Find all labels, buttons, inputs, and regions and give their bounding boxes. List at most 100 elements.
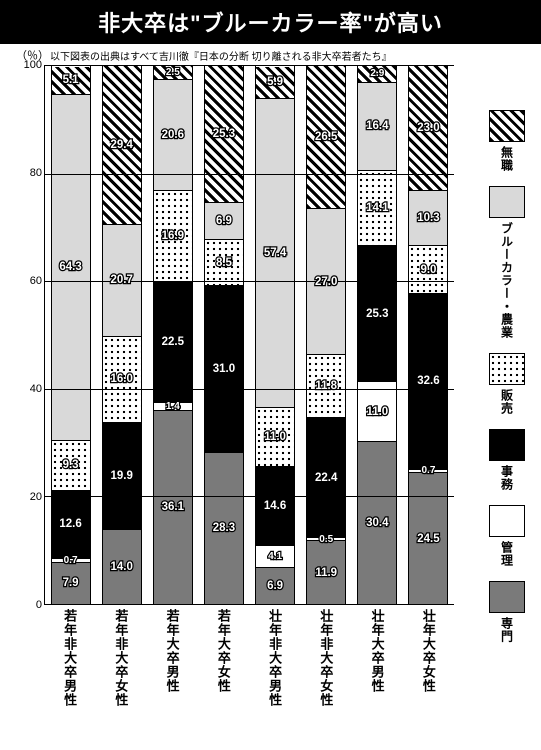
bar: 23.010.39.032.60.724.5	[408, 66, 448, 604]
legend-label: 無職	[499, 146, 516, 172]
bar-segment-senmon: 30.4	[358, 441, 396, 604]
segment-value-label: 12.6	[59, 518, 81, 530]
segment-value-label: 20.6	[162, 129, 184, 141]
segment-value-label: 1.4	[166, 401, 180, 412]
x-axis-label: 壮年大卒女性	[419, 609, 438, 707]
legend-swatch	[489, 186, 525, 218]
y-axis: 020406080100	[10, 65, 44, 605]
bar-segment-hanbai: 11.0	[256, 407, 294, 466]
gridline	[45, 389, 454, 390]
bar-segment-hanbai: 16.9	[154, 190, 192, 281]
bar-segment-senmon: 28.3	[205, 452, 243, 604]
chart-title: 非大卒は"ブルーカラー率"が高い	[0, 0, 541, 44]
segment-value-label: 0.7	[64, 555, 78, 566]
segment-value-label: 27.0	[315, 276, 337, 288]
bar-segment-mushoku: 2.9	[358, 66, 396, 82]
bar-segment-hanbai: 8.5	[205, 239, 243, 285]
y-tick: 0	[36, 599, 42, 611]
segment-value-label: 23.0	[417, 122, 439, 134]
segment-value-label: 5.1	[63, 74, 79, 86]
legend-label: 事務	[499, 465, 516, 491]
legend-swatch	[489, 353, 525, 385]
segment-value-label: 64.3	[59, 261, 81, 273]
segment-value-label: 11.9	[315, 567, 337, 579]
segment-value-label: 19.9	[110, 470, 132, 482]
bar-segment-mushoku: 5.9	[256, 67, 294, 99]
bar-segment-senmon: 11.9	[307, 540, 345, 604]
bar: 26.527.011.822.40.511.9	[306, 66, 346, 604]
segment-value-label: 16.4	[366, 120, 388, 132]
segment-value-label: 9.0	[420, 264, 436, 276]
gridline	[45, 496, 454, 497]
segment-value-label: 6.9	[267, 580, 283, 592]
bar-segment-jimu: 25.3	[358, 245, 396, 381]
segment-value-label: 25.3	[366, 308, 388, 320]
legend-item-mushoku: 無職	[479, 110, 535, 172]
segment-value-label: 5.9	[267, 76, 283, 88]
segment-value-label: 9.3	[63, 459, 79, 471]
segment-value-label: 24.5	[417, 533, 439, 545]
segment-value-label: 10.3	[417, 212, 439, 224]
bar-segment-senmon: 14.0	[103, 529, 141, 604]
x-axis-labels: 若年非大卒男性若年非大卒女性若年大卒男性若年大卒女性壮年非大卒男性壮年非大卒女性…	[44, 609, 454, 707]
bar-segment-hanbai: 11.8	[307, 354, 345, 417]
bar: 2.9 16.4 14.1 25.3 11.0 30.4	[357, 66, 397, 604]
y-tick: 100	[24, 59, 42, 71]
bar-segment-hanbai: 9.0	[409, 245, 447, 293]
bar-segment-blue: 6.9	[205, 202, 243, 239]
segment-value-label: 11.0	[264, 431, 286, 443]
legend-label: 専門	[499, 617, 516, 643]
x-axis-label: 壮年非大卒男性	[265, 609, 284, 707]
bar-segment-blue: 10.3	[409, 190, 447, 245]
bar-segment-senmon: 6.9	[256, 567, 294, 604]
segment-value-label: 26.5	[315, 131, 337, 143]
bar-segment-blue: 20.7	[103, 224, 141, 335]
legend-label: 管理	[499, 541, 516, 567]
legend-swatch	[489, 581, 525, 613]
bar-segment-jimu: 14.6	[256, 466, 294, 545]
segment-value-label: 30.4	[366, 517, 388, 529]
segment-value-label: 16.0	[110, 373, 132, 385]
segment-value-label: 22.4	[315, 472, 337, 484]
bar-segment-mushoku: 25.3	[205, 66, 243, 202]
segment-value-label: 11.0	[366, 406, 388, 418]
plot-area: 5.164.39.312.60.77.929.420.716.019.914.0…	[44, 65, 454, 605]
segment-value-label: 16.9	[162, 230, 184, 242]
x-axis-label: 若年大卒男性	[163, 609, 182, 707]
segment-value-label: 11.8	[315, 380, 337, 392]
segment-value-label: 0.7	[421, 465, 435, 476]
bar-segment-mushoku: 29.4	[103, 66, 141, 224]
bar-segment-senmon: 7.9	[52, 562, 90, 605]
segment-value-label: 8.5	[216, 257, 232, 269]
bar-segment-jimu: 22.4	[307, 417, 345, 537]
bar-segment-jimu: 12.6	[52, 490, 90, 558]
segment-value-label: 25.3	[213, 128, 235, 140]
segment-value-label: 14.0	[110, 561, 132, 573]
legend-item-blue: ブルーカラー・農業	[479, 186, 535, 339]
bar-segment-hanbai: 9.3	[52, 440, 90, 490]
y-tick: 40	[30, 383, 42, 395]
bar-segment-kanri: 11.0	[358, 381, 396, 440]
bar-segment-hanbai: 14.1	[358, 170, 396, 246]
legend-item-hanbai: 販売	[479, 353, 535, 415]
y-tick: 80	[30, 167, 42, 179]
bar-segment-kanri: 4.1	[256, 545, 294, 567]
bar-segment-kanri: 1.4	[154, 402, 192, 410]
bar: 29.4 20.7 16.0 19.9 14.0	[102, 66, 142, 604]
legend-swatch	[489, 110, 525, 142]
gridline	[45, 281, 454, 282]
bar-segment-hanbai: 16.0	[103, 336, 141, 422]
segment-value-label: 22.5	[162, 336, 184, 348]
legend: 無職ブルーカラー・農業販売事務管理専門	[479, 110, 535, 657]
legend-swatch	[489, 505, 525, 537]
legend-label: ブルーカラー・農業	[499, 222, 516, 339]
segment-value-label: 29.4	[110, 139, 132, 151]
x-axis-label: 壮年非大卒女性	[316, 609, 335, 707]
bar-segment-jimu: 22.5	[154, 281, 192, 402]
segment-value-label: 31.0	[213, 363, 235, 375]
segment-value-label: 6.9	[216, 215, 232, 227]
legend-item-jimu: 事務	[479, 429, 535, 491]
x-axis-label: 若年大卒女性	[214, 609, 233, 707]
x-axis-label: 壮年大卒男性	[368, 609, 387, 707]
bar: 5.1 64.3 9.3 12.6 0.77.9	[51, 66, 91, 604]
